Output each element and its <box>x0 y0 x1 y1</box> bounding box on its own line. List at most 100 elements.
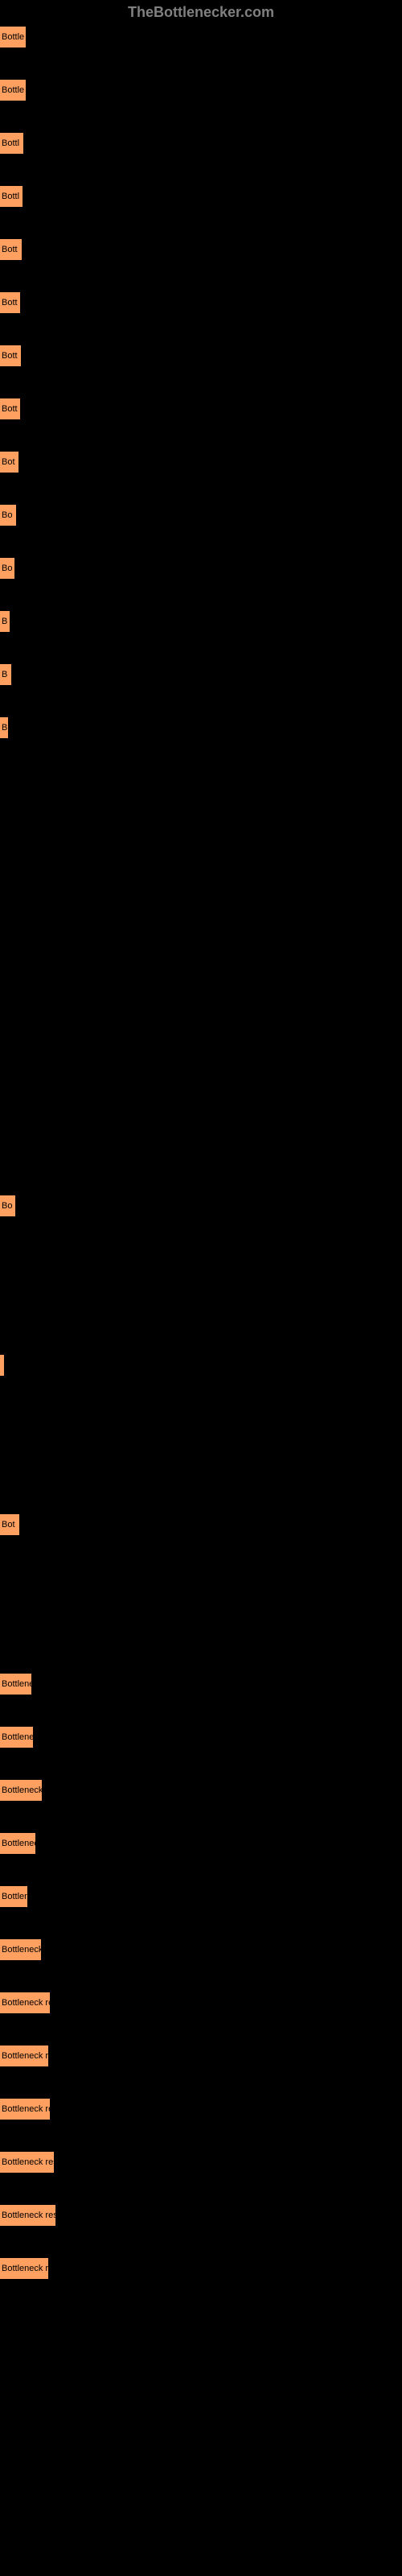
bar: Bottleneck re <box>0 2046 48 2066</box>
bar-chart: Bottle Bottle Bottl Bottl Bott Bott Bott Bott Bo… <box>0 25 402 2281</box>
bar-row <box>0 1088 402 1112</box>
bar: Bo <box>0 505 16 526</box>
bar-label: Bottlenec <box>2 1732 33 1742</box>
bar-label: Bottlenec <box>2 1679 31 1689</box>
bar-row: Bottlen <box>0 1885 402 1909</box>
bar: Bottlenec <box>0 1833 35 1854</box>
bar-label: Bottleneck res <box>2 2211 55 2220</box>
bar-label: Bott <box>2 298 18 308</box>
bar: Bottleneck re <box>0 2258 48 2279</box>
bar-label: Bott <box>2 245 18 254</box>
bar: Bottleneck res <box>0 2205 55 2226</box>
bar-label: Bott <box>2 404 18 414</box>
bar-row: Bottlenec <box>0 1831 402 1856</box>
bar-row: Bot <box>0 450 402 474</box>
bar: Bot <box>0 452 18 473</box>
bar-label: B <box>2 617 7 626</box>
bar-row: Bottl <box>0 131 402 155</box>
bar-row <box>0 1141 402 1165</box>
bar-row: Bot <box>0 1513 402 1537</box>
bar: Bott <box>0 398 20 419</box>
bar-label: Bottleneck re <box>2 2051 48 2061</box>
bar-row: Bott <box>0 237 402 262</box>
bar-row <box>0 1459 402 1484</box>
bar-label: Bot <box>2 1520 15 1530</box>
bar-label: Bottle <box>2 32 24 42</box>
bar-row: Bott <box>0 291 402 315</box>
bar-label: Bottl <box>2 138 19 148</box>
bar-row: Bottleneck re <box>0 2044 402 2068</box>
bar-row <box>0 822 402 846</box>
bar-label: B <box>2 723 7 733</box>
bar-label: Bottleneck re <box>2 2104 50 2114</box>
bar-row <box>0 928 402 952</box>
bar-row: B <box>0 609 402 634</box>
site-header: TheBottlenecker.com <box>128 4 274 20</box>
bar-label: Bottleneck res <box>2 2157 54 2167</box>
bar: Bottleneck <box>0 1780 42 1801</box>
bar-row <box>0 1619 402 1643</box>
bar-row: Bottleneck res <box>0 2150 402 2174</box>
bar-label: Bott <box>2 351 18 361</box>
bar-row: Bottleneck <box>0 1778 402 1802</box>
bar-label: Bottleneck <box>2 1785 42 1795</box>
bar: B <box>0 664 11 685</box>
bar: B <box>0 717 8 738</box>
bar: B <box>0 611 10 632</box>
bar: Bot <box>0 1514 19 1535</box>
bar-row: Bo <box>0 1194 402 1218</box>
bar-row <box>0 1406 402 1430</box>
bar: Bottlenec <box>0 1727 33 1748</box>
bar-row: Bott <box>0 344 402 368</box>
bar: Bott <box>0 239 22 260</box>
bar: Bott <box>0 345 21 366</box>
bar-label: Bo <box>2 1201 12 1211</box>
bar-label: B <box>2 670 7 679</box>
bar-row: Bottlenec <box>0 1672 402 1696</box>
bar-row: Bottleneck re <box>0 2256 402 2281</box>
bar-row: Bo <box>0 556 402 580</box>
bar: Bottlenec <box>0 1674 31 1695</box>
bar-row <box>0 1353 402 1377</box>
bar-row: Bott <box>0 397 402 421</box>
bar-label: Bottleneck re <box>2 2264 48 2273</box>
bar-label: Bottl <box>2 192 19 201</box>
bar-row <box>0 1566 402 1590</box>
bar-label: Bottlenec <box>2 1839 35 1848</box>
bar: Bottl <box>0 133 23 154</box>
bar-label: Bo <box>2 564 12 573</box>
bar <box>0 1355 4 1376</box>
bar-row <box>0 1247 402 1271</box>
bar-label: Bo <box>2 510 12 520</box>
bar-row: Bottleneck re <box>0 1991 402 2015</box>
bar: Bottleneck re <box>0 2099 50 2120</box>
bar: Bottleneck res <box>0 2152 54 2173</box>
bar: Bottl <box>0 186 23 207</box>
bar-row: Bottle <box>0 78 402 102</box>
bar-row: B <box>0 663 402 687</box>
bar: Bo <box>0 1195 15 1216</box>
bar: Bottlen <box>0 1886 27 1907</box>
bar-label: Bottleneck <box>2 1945 41 1955</box>
bar-row: Bottleneck <box>0 1938 402 1962</box>
bar-row <box>0 1034 402 1059</box>
bar-label: Bot <box>2 457 15 467</box>
bar-label: Bottleneck re <box>2 1998 50 2008</box>
bar-row: Bottleneck re <box>0 2097 402 2121</box>
bar-row: Bottl <box>0 184 402 208</box>
bar: Bottle <box>0 27 26 47</box>
bar: Bottleneck <box>0 1939 41 1960</box>
bar-row: Bottle <box>0 25 402 49</box>
bar: Bottleneck re <box>0 1992 50 2013</box>
bar-label: Bottle <box>2 85 24 95</box>
bar-row <box>0 981 402 1005</box>
bar-row: Bo <box>0 503 402 527</box>
bar-row <box>0 769 402 793</box>
bar-label: Bottlen <box>2 1892 27 1901</box>
bar-row <box>0 875 402 899</box>
bar: Bott <box>0 292 20 313</box>
bar-row: B <box>0 716 402 740</box>
bar: Bo <box>0 558 14 579</box>
bar-row: Bottlenec <box>0 1725 402 1749</box>
bar: Bottle <box>0 80 26 101</box>
